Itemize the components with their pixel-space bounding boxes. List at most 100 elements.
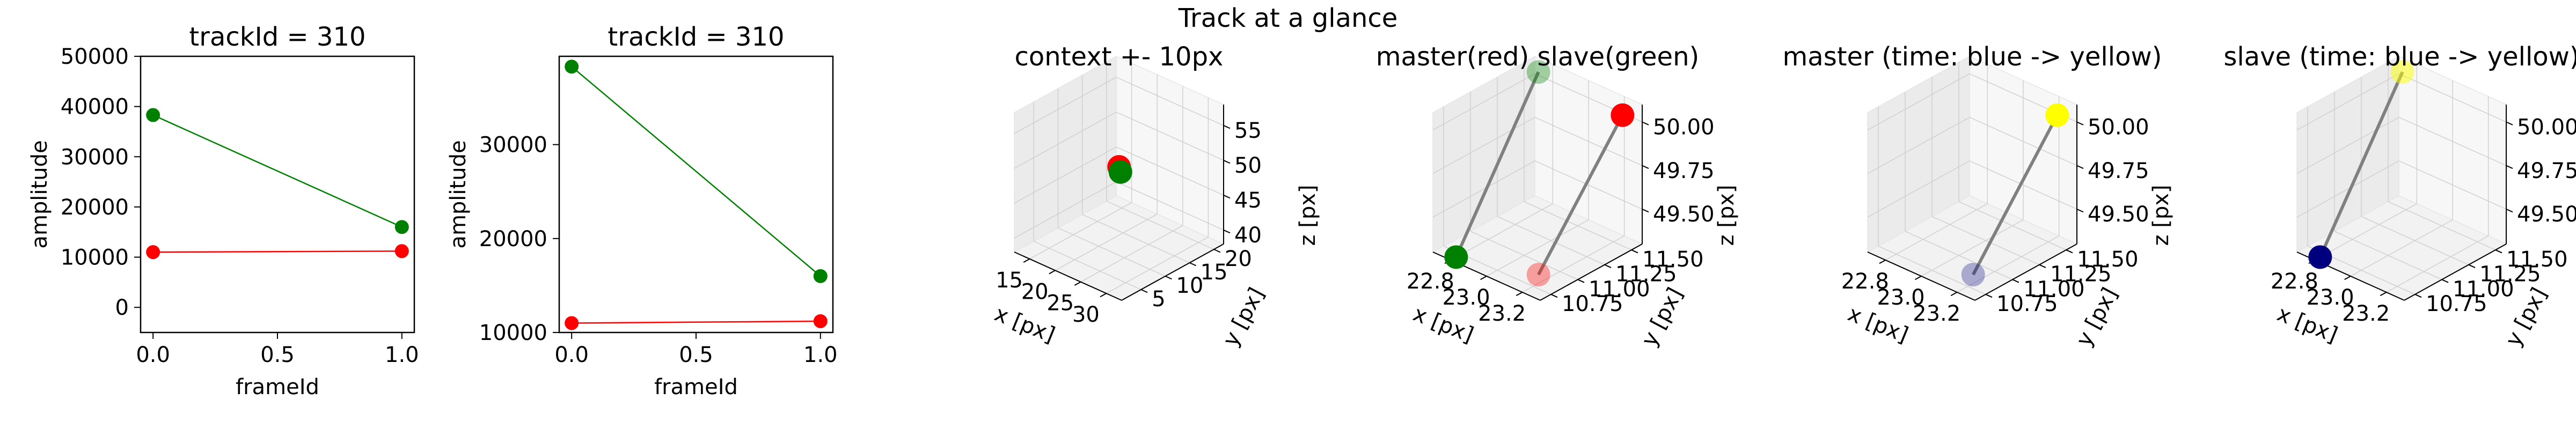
- x-tick: [1950, 292, 1958, 297]
- x-tick-label: 20: [1021, 279, 1049, 304]
- grid-line: [2314, 203, 2417, 261]
- y-tick-label: 20000: [479, 227, 547, 252]
- data-point: [394, 244, 409, 258]
- grid-line: [1878, 246, 1986, 295]
- y-tick: [1140, 289, 1148, 293]
- z-axis-label: z [px]: [1714, 185, 1739, 246]
- x-axis-label: frameId: [236, 375, 319, 400]
- grid-line: [1905, 231, 2013, 280]
- z-tick-label: 50.00: [1653, 115, 1715, 140]
- z-tick: [2076, 121, 2084, 125]
- y-tick-label: 10.75: [1996, 292, 2058, 316]
- grid-line: [1958, 201, 2067, 250]
- y-tick: [1165, 276, 1172, 280]
- z-tick: [2506, 165, 2513, 169]
- grid-line: [1470, 231, 1578, 280]
- x-tick-label: 25: [1046, 291, 1074, 316]
- grid-line: [2388, 201, 2496, 250]
- grid-line: [1432, 73, 1535, 131]
- y-tick-label: 11.00: [1589, 277, 1650, 301]
- x-tick-label: 30: [1072, 302, 1100, 327]
- y-tick: [1550, 294, 1558, 298]
- grid-line: [1921, 219, 2024, 277]
- grid-line: [1055, 213, 1158, 271]
- link-line: [2318, 71, 2404, 258]
- grid-line: [1957, 235, 2060, 293]
- grid-line: [1969, 160, 2077, 210]
- y-tick-label: 15: [1201, 260, 1228, 285]
- grid-line: [1014, 77, 1117, 134]
- y-tick: [1631, 249, 1638, 254]
- grid-line: [1867, 160, 1970, 218]
- x-tick-label: 0.0: [554, 343, 589, 367]
- grid-line: [1931, 216, 2040, 265]
- grid-line: [1014, 112, 1117, 169]
- grid-line: [2386, 235, 2489, 293]
- x-tick-label: 22.8: [1841, 269, 1889, 294]
- z-tick: [1642, 209, 1649, 213]
- chart-title: slave (time: blue -> yellow): [2223, 42, 2576, 72]
- grid-line: [1497, 216, 1605, 265]
- x-tick-label: 0.0: [136, 343, 170, 367]
- grid-line: [1116, 112, 1224, 161]
- grid-line: [1029, 202, 1132, 260]
- grid-line: [2361, 216, 2469, 265]
- x-tick: [1516, 292, 1523, 297]
- line-chart-1: 0.0 0.5 1.0 10000 20000 30000 trackId = 310 fra…: [446, 22, 838, 400]
- y-axis-label: amplitude: [446, 140, 471, 248]
- x-tick-label: 15: [996, 268, 1023, 293]
- grid-line: [1867, 117, 1970, 174]
- y-axis-label: amplitude: [27, 140, 52, 248]
- z-tick-label: 55: [1234, 119, 1262, 143]
- link-line: [1454, 71, 1540, 258]
- x-tick: [2344, 276, 2351, 280]
- x-tick-label: 0.5: [679, 343, 713, 367]
- y-tick-label: 11.00: [2453, 277, 2514, 301]
- grid-line: [1534, 160, 1643, 210]
- z-tick: [1223, 195, 1231, 199]
- y-tick: [2495, 249, 2502, 254]
- grid-line: [2334, 231, 2442, 280]
- y-tick: [2441, 279, 2449, 283]
- grid-line: [1106, 201, 1214, 250]
- chart-title: trackId = 310: [608, 22, 784, 52]
- grid-line: [1106, 236, 1209, 294]
- z-tick: [2506, 209, 2513, 213]
- y-tick-label: 11.00: [2023, 277, 2085, 301]
- data-point: [2308, 245, 2332, 269]
- y-tick-label: 11.50: [2506, 247, 2568, 272]
- grid-line: [1116, 77, 1224, 126]
- axis-line: [1014, 252, 1122, 301]
- x-tick: [1879, 260, 1886, 264]
- data-point: [565, 316, 579, 330]
- y-tick-label: 50000: [61, 45, 129, 69]
- x-tick: [1100, 293, 1107, 298]
- grid-line: [1432, 160, 1535, 218]
- z-tick-label: 49.50: [2088, 202, 2149, 227]
- plot-frame: [140, 55, 415, 334]
- data-point: [146, 108, 160, 122]
- grid-line: [1014, 181, 1117, 239]
- figure-suptitle: Track at a glance: [1178, 3, 1398, 33]
- grid-line: [1080, 225, 1183, 283]
- x-tick: [1023, 258, 1030, 263]
- grid-line: [1033, 241, 1141, 290]
- grid-line: [2296, 117, 2399, 174]
- z-tick-label: 40: [1234, 223, 1262, 248]
- x-tick-label: 23.2: [2342, 301, 2390, 326]
- y-tick: [2039, 264, 2046, 268]
- z-tick-label: 49.50: [2517, 202, 2576, 227]
- x-tick: [2380, 292, 2387, 297]
- x-tick: [1480, 276, 1487, 280]
- grid-line: [1116, 181, 1224, 231]
- data-point: [1961, 263, 1985, 287]
- grid-line: [1432, 117, 1535, 174]
- y-axis-label: y [px]: [1218, 284, 1269, 351]
- grid-line: [2350, 219, 2453, 277]
- z-tick: [1642, 165, 1649, 169]
- y-tick-label: 10000: [479, 321, 547, 345]
- grid-line: [1885, 203, 1988, 261]
